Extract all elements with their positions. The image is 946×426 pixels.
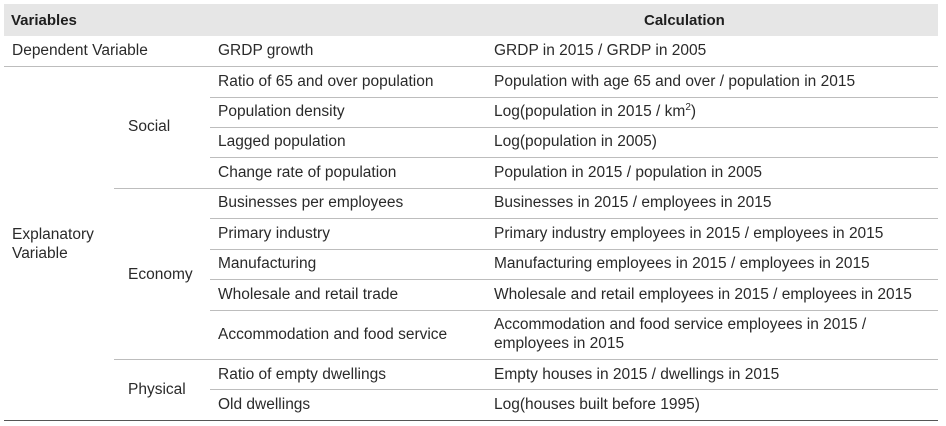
variable-cell: Lagged population xyxy=(218,133,346,150)
row-divider xyxy=(210,389,938,390)
calculation-cell: Businesses in 2015 / employees in 2015 xyxy=(494,194,772,211)
variable-cell: Accommodation and food service xyxy=(218,326,448,343)
explanatory-variable-label-line2: Variable xyxy=(12,245,68,262)
calculation-cell: Wholesale and retail employees in 2015 /… xyxy=(494,286,912,303)
calculation-cell: Log(population in 2015 / km2) xyxy=(494,102,696,121)
calculation-text: ) xyxy=(690,103,697,120)
variable-cell: Ratio of 65 and over population xyxy=(218,73,434,90)
group-divider xyxy=(114,188,938,189)
group-label-social: Social xyxy=(128,118,171,135)
table-header: Variables Calculation xyxy=(4,4,938,36)
calculation-cell: GRDP in 2015 / GRDP in 2005 xyxy=(494,42,707,59)
calculation-cell-line1: Accommodation and food service employees… xyxy=(494,316,867,333)
calculation-cell: Primary industry employees in 2015 / emp… xyxy=(494,225,884,242)
variable-cell: Old dwellings xyxy=(218,396,311,413)
calculation-cell: Population in 2015 / population in 2005 xyxy=(494,164,763,181)
calculation-cell: Population with age 65 and over / popula… xyxy=(494,73,856,90)
table-bottom-border xyxy=(4,420,938,421)
row-divider xyxy=(210,310,938,311)
calculation-text: Log(population in 2015 / km xyxy=(494,103,686,120)
variable-cell: Change rate of population xyxy=(218,164,397,181)
row-divider xyxy=(210,97,938,98)
calculation-cell: Log(houses built before 1995) xyxy=(494,396,700,413)
calculation-cell-line2: employees in 2015 xyxy=(494,335,625,352)
row-divider xyxy=(210,127,938,128)
variable-cell: GRDP growth xyxy=(218,42,314,59)
row-divider xyxy=(4,66,938,67)
group-label-economy: Economy xyxy=(128,266,193,283)
calculation-cell: Empty houses in 2015 / dwellings in 2015 xyxy=(494,366,780,383)
variable-cell: Manufacturing xyxy=(218,255,317,272)
group-label-physical: Physical xyxy=(128,381,186,398)
variable-cell: Ratio of empty dwellings xyxy=(218,366,386,383)
header-variables: Variables xyxy=(11,12,77,29)
dependent-variable-label: Dependent Variable xyxy=(12,42,148,59)
variable-cell: Businesses per employees xyxy=(218,194,404,211)
header-calculation: Calculation xyxy=(644,12,725,29)
row-divider xyxy=(210,249,938,250)
variable-cell: Primary industry xyxy=(218,225,330,242)
row-divider xyxy=(210,218,938,219)
calculation-cell: Manufacturing employees in 2015 / employ… xyxy=(494,255,870,272)
row-divider xyxy=(210,279,938,280)
row-divider xyxy=(210,157,938,158)
variable-cell: Wholesale and retail trade xyxy=(218,286,399,303)
calculation-cell: Log(population in 2005) xyxy=(494,133,657,150)
group-divider xyxy=(114,359,938,360)
explanatory-variable-label-line1: Explanatory xyxy=(12,226,94,243)
superscript: 2 xyxy=(685,101,691,113)
variable-cell: Population density xyxy=(218,103,345,120)
